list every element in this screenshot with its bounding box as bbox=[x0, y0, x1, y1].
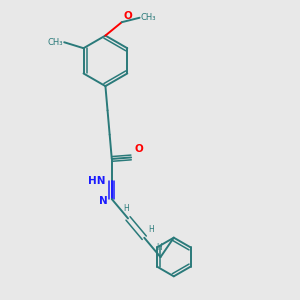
Text: HN: HN bbox=[88, 176, 105, 186]
Text: CH₃: CH₃ bbox=[47, 38, 63, 47]
Text: H: H bbox=[148, 225, 154, 234]
Text: H: H bbox=[124, 204, 129, 213]
Text: N: N bbox=[100, 196, 108, 206]
Text: O: O bbox=[123, 11, 132, 21]
Text: O: O bbox=[134, 145, 143, 154]
Text: H: H bbox=[156, 243, 162, 252]
Text: CH₃: CH₃ bbox=[141, 13, 156, 22]
